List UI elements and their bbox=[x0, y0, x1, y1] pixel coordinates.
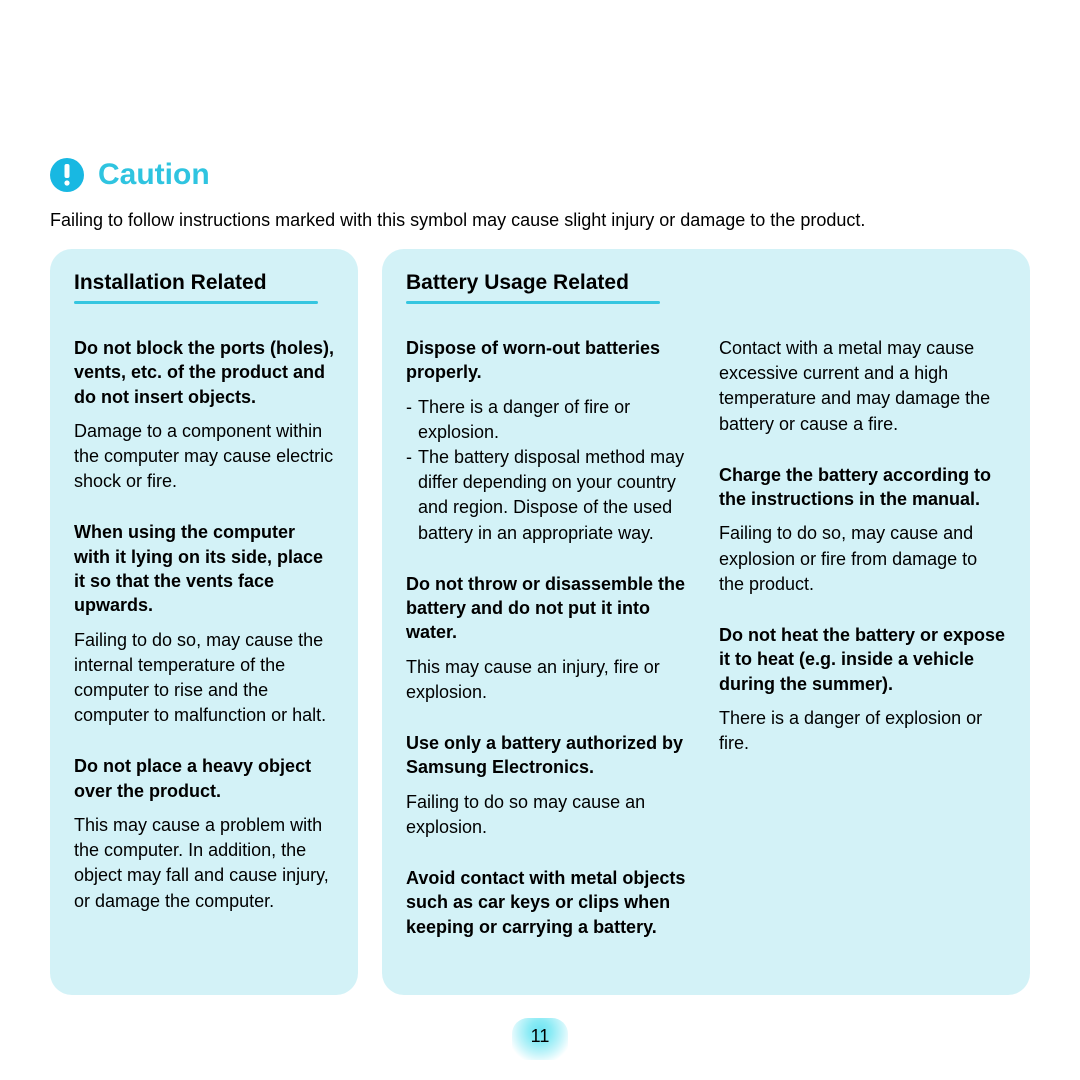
item-body: This may cause an injury, fire or explos… bbox=[406, 655, 693, 705]
item-body: There is a danger of explosion or fire. bbox=[719, 706, 1006, 756]
item-heading: When using the computer with it lying on… bbox=[74, 520, 334, 617]
caution-icon bbox=[50, 158, 84, 192]
battery-item: Avoid contact with metal objects such as… bbox=[406, 866, 693, 939]
page-number-badge: 11 bbox=[512, 1018, 568, 1060]
page-number: 11 bbox=[531, 1026, 550, 1047]
card-installation-underline bbox=[74, 301, 318, 304]
item-body: Failing to do so, may cause the internal… bbox=[74, 628, 334, 729]
item-body: Failing to do so may cause an explosion. bbox=[406, 790, 693, 840]
bullet-text: There is a danger of fire or explosion. bbox=[418, 395, 693, 445]
battery-columns: Dispose of worn-out batteries properly. … bbox=[406, 336, 1006, 965]
card-installation: Installation Related Do not block the po… bbox=[50, 249, 358, 995]
card-battery-title: Battery Usage Related bbox=[406, 271, 1006, 295]
battery-item: Do not throw or disassemble the battery … bbox=[406, 572, 693, 705]
item-heading: Do not place a heavy object over the pro… bbox=[74, 754, 334, 803]
battery-item: Use only a battery authorized by Samsung… bbox=[406, 731, 693, 840]
caution-description: Failing to follow instructions marked wi… bbox=[50, 210, 1030, 231]
item-heading: Charge the battery according to the inst… bbox=[719, 463, 1006, 512]
battery-item: Dispose of worn-out batteries properly. … bbox=[406, 336, 693, 546]
item-heading: Do not block the ports (holes), vents, e… bbox=[74, 336, 334, 409]
item-body: Failing to do so, may cause and explosio… bbox=[719, 521, 1006, 597]
item-bullets: -There is a danger of fire or explosion.… bbox=[406, 395, 693, 546]
cards-row: Installation Related Do not block the po… bbox=[50, 249, 1030, 995]
battery-col-2: Contact with a metal may cause excessive… bbox=[719, 336, 1006, 965]
installation-item: Do not place a heavy object over the pro… bbox=[74, 754, 334, 913]
card-battery-underline bbox=[406, 301, 660, 304]
bullet-text: The battery disposal method may differ d… bbox=[418, 445, 693, 546]
caution-header: Caution bbox=[50, 158, 1030, 192]
item-heading: Do not throw or disassemble the battery … bbox=[406, 572, 693, 645]
installation-item: Do not block the ports (holes), vents, e… bbox=[74, 336, 334, 494]
item-heading: Avoid contact with metal objects such as… bbox=[406, 866, 693, 939]
item-body: Contact with a metal may cause excessive… bbox=[719, 336, 1006, 437]
item-body: Damage to a component within the compute… bbox=[74, 419, 334, 495]
item-body: This may cause a problem with the comput… bbox=[74, 813, 334, 914]
item-heading: Use only a battery authorized by Samsung… bbox=[406, 731, 693, 780]
battery-item: Do not heat the battery or expose it to … bbox=[719, 623, 1006, 756]
battery-item: Charge the battery according to the inst… bbox=[719, 463, 1006, 597]
bullet: -There is a danger of fire or explosion. bbox=[406, 395, 693, 445]
bullet: -The battery disposal method may differ … bbox=[406, 445, 693, 546]
item-heading: Do not heat the battery or expose it to … bbox=[719, 623, 1006, 696]
item-heading: Dispose of worn-out batteries properly. bbox=[406, 336, 693, 385]
battery-item: Contact with a metal may cause excessive… bbox=[719, 336, 1006, 437]
battery-col-1: Dispose of worn-out batteries properly. … bbox=[406, 336, 693, 965]
installation-item: When using the computer with it lying on… bbox=[74, 520, 334, 728]
card-installation-title: Installation Related bbox=[74, 271, 334, 295]
caution-title: Caution bbox=[98, 158, 210, 192]
card-battery: Battery Usage Related Dispose of worn-ou… bbox=[382, 249, 1030, 995]
